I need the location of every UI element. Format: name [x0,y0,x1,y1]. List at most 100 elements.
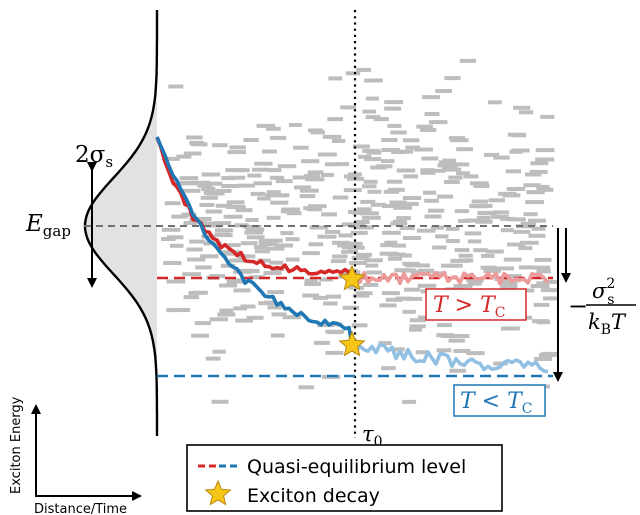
site-dash [458,253,473,258]
site-dash [403,174,418,179]
site-dash [365,263,379,268]
site-dash [292,175,308,180]
shift-formula: − σ2 s kBT [568,276,636,338]
site-dash [380,243,395,248]
star-icon [338,330,366,357]
legend-level-label: Quasi-equilibrium level [247,456,466,478]
site-dash [402,196,421,200]
site-dash [227,150,246,155]
site-dash [294,185,312,190]
site-dash [531,226,546,231]
site-dash [396,216,411,221]
site-dash [305,177,325,182]
site-dash [266,190,281,195]
site-dash [179,176,199,181]
site-dash [317,234,337,239]
site-dash [397,149,413,154]
site-dash [415,350,429,355]
site-dash [244,230,264,235]
site-dash [364,258,383,263]
site-dash [362,148,381,153]
site-dash [199,203,215,207]
site-dash [393,205,412,210]
site-dash [288,123,302,127]
site-dash [518,246,533,251]
site-dash [409,318,426,323]
site-dash [513,229,531,234]
site-dash [506,187,526,191]
site-dash [244,269,260,273]
site-dash [221,176,236,181]
site-dash [235,208,253,213]
site-dash [240,241,258,246]
site-dash [535,157,555,162]
star-icon [204,479,232,506]
site-dash [269,260,284,265]
site-dash [385,297,403,302]
site-dash [534,357,553,361]
site-dash [405,296,423,301]
site-dash [209,274,225,278]
site-dash [182,272,201,277]
site-dash [364,157,382,162]
site-dash [509,149,523,154]
site-dash [215,203,233,208]
site-dash [465,218,483,223]
site-dash [404,287,421,292]
site-dash [450,138,469,143]
site-dash [267,290,285,295]
site-dash [501,326,520,331]
site-dash [375,164,393,169]
site-dash [366,270,382,275]
site-dash [285,237,300,242]
site-dash [502,193,521,198]
site-dash [325,350,344,355]
site-dash [274,243,293,248]
site-dash [485,249,504,254]
site-dash [266,246,285,251]
site-dash [428,208,445,213]
site-dash [257,258,271,263]
site-dash [454,334,470,338]
site-dash [456,147,473,152]
site-dash [415,263,430,268]
site-dash [312,295,329,300]
site-dash [388,347,405,352]
site-dash [356,207,372,212]
site-dash [240,304,256,309]
site-dash [533,302,550,307]
site-dash [352,144,370,149]
site-dash [450,162,470,167]
site-dash [378,341,392,346]
site-dash [215,221,232,226]
site-dash [417,269,435,273]
site-dash [540,288,559,293]
site-dash [211,399,229,404]
site-dash [356,67,371,72]
site-dash [350,230,368,235]
site-dash [341,249,359,254]
site-dash [204,181,223,186]
site-dash [258,239,274,244]
site-dash [215,188,232,193]
site-dash [223,214,243,219]
site-dash [475,219,493,224]
site-dash [381,138,398,142]
site-dash [505,274,522,279]
site-dash [493,361,508,366]
warm-regime-label: T > TC [433,293,506,321]
site-dash [161,227,181,232]
site-dash [523,212,538,217]
site-dash [390,130,407,135]
site-dash [483,268,502,273]
site-dash [307,207,323,212]
site-dash [440,334,457,338]
site-dash [362,109,377,114]
site-dash [435,234,449,239]
site-dash [270,333,285,338]
site-dash [536,184,550,189]
site-dash [301,159,320,164]
site-dash [349,261,368,265]
site-dash [250,191,266,196]
site-dash [400,268,416,273]
